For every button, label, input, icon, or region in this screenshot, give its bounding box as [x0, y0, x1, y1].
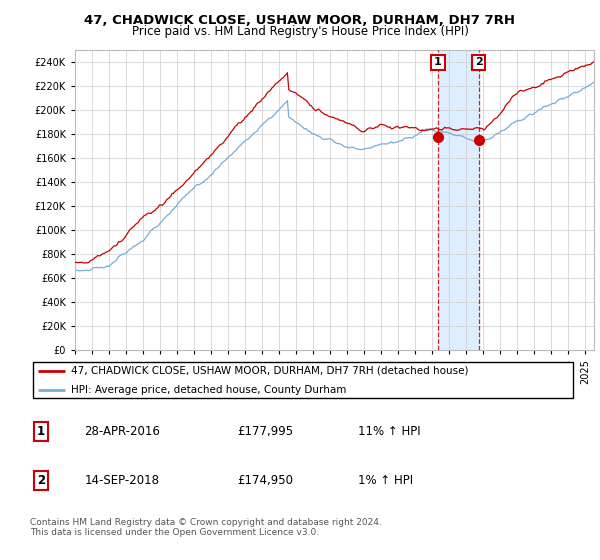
Text: 1% ↑ HPI: 1% ↑ HPI — [358, 474, 413, 487]
Text: 1: 1 — [37, 425, 45, 438]
Text: 11% ↑ HPI: 11% ↑ HPI — [358, 425, 420, 438]
Text: 14-SEP-2018: 14-SEP-2018 — [85, 474, 160, 487]
Text: £174,950: £174,950 — [238, 474, 293, 487]
Text: 47, CHADWICK CLOSE, USHAW MOOR, DURHAM, DH7 7RH (detached house): 47, CHADWICK CLOSE, USHAW MOOR, DURHAM, … — [71, 366, 469, 376]
Text: 1: 1 — [434, 57, 442, 67]
Text: 47, CHADWICK CLOSE, USHAW MOOR, DURHAM, DH7 7RH: 47, CHADWICK CLOSE, USHAW MOOR, DURHAM, … — [85, 14, 515, 27]
Text: 2: 2 — [37, 474, 45, 487]
Text: HPI: Average price, detached house, County Durham: HPI: Average price, detached house, Coun… — [71, 385, 346, 394]
Bar — [438, 50, 479, 350]
Text: 2: 2 — [475, 57, 482, 67]
Text: £177,995: £177,995 — [238, 425, 293, 438]
Text: 28-APR-2016: 28-APR-2016 — [85, 425, 160, 438]
Text: Contains HM Land Registry data © Crown copyright and database right 2024.
This d: Contains HM Land Registry data © Crown c… — [30, 518, 382, 538]
FancyBboxPatch shape — [33, 362, 573, 398]
Text: Price paid vs. HM Land Registry's House Price Index (HPI): Price paid vs. HM Land Registry's House … — [131, 25, 469, 38]
